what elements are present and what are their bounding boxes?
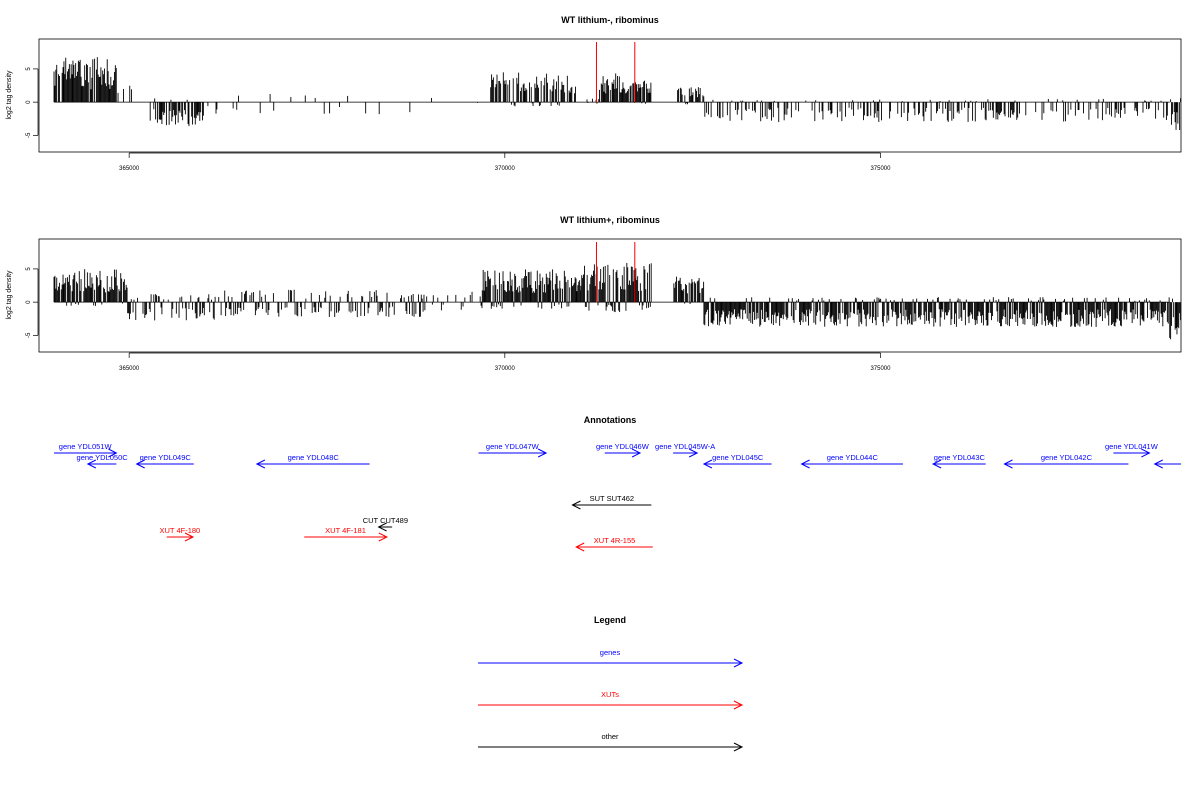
signal-bars: [53, 57, 1181, 131]
annotation-label: gene YDL047W: [486, 442, 540, 451]
annotation-arrow: [673, 448, 699, 458]
legend-arrow: [478, 658, 744, 668]
annotation-label: gene YDL048C: [288, 453, 340, 462]
x-tick-label: 375000: [870, 166, 891, 172]
legend-label: other: [601, 732, 619, 741]
annotation-arrow: [377, 522, 393, 532]
x-tick-label: 365000: [119, 366, 140, 372]
y-axis-label: log2 tag density: [6, 270, 13, 320]
annotation-label: gene YDL050C: [77, 453, 129, 462]
plot-frame: [38, 38, 1182, 153]
annotation-arrow: [1113, 448, 1151, 458]
annotation-arrow: [571, 500, 652, 510]
annotation-arrow: [575, 542, 653, 552]
legend-arrow: [478, 700, 744, 710]
annotation-label: gene YDL046W: [596, 442, 650, 451]
annotation-label: gene YDL041W: [1105, 442, 1159, 451]
y-tick-label: -5: [26, 132, 32, 138]
annotation-arrow: [1153, 459, 1181, 469]
annotations-title: Annotations: [584, 415, 637, 425]
annotation-label: XUT 4F-180: [160, 526, 201, 535]
legend-title: Legend: [594, 615, 626, 625]
annotation-arrow: [702, 459, 772, 469]
marker-lines: [595, 42, 636, 103]
marker-lines: [595, 242, 636, 303]
annotation-arrow: [800, 459, 904, 469]
panel-title: WT lithium-, ribominus: [561, 15, 659, 25]
annotation-label: gene YDL045C: [712, 453, 764, 462]
x-tick-label: 375000: [870, 366, 891, 372]
annotation-label: gene YDL043C: [934, 453, 986, 462]
annotation-label: XUT 4R-155: [594, 536, 636, 545]
annotation-arrow: [604, 448, 642, 458]
legend-items: genes XUTs other: [478, 648, 744, 752]
annotation-label: gene YDL042C: [1041, 453, 1093, 462]
legend-label: genes: [600, 648, 621, 657]
y-tick-label: 5: [26, 267, 32, 271]
axes: -5 0 5 365000 370000 375000: [26, 67, 891, 172]
x-tick-label: 370000: [495, 366, 516, 372]
legend-arrow: [478, 742, 744, 752]
annotation-label: CUT CUT489: [363, 516, 408, 525]
annotation-label: gene YDL045W-A: [655, 442, 715, 451]
y-tick-label: -5: [26, 332, 32, 338]
annotation-label: gene YDL051W: [59, 442, 113, 451]
x-tick-label: 370000: [495, 166, 516, 172]
x-tick-label: 365000: [119, 166, 140, 172]
annotation-label: XUT 4F-181: [325, 526, 366, 535]
axes: -5 0 5 365000 370000 375000: [26, 267, 891, 372]
y-tick-label: 0: [26, 300, 32, 304]
annotation-features: gene YDL051W gene YDL050C gene YDL049C gene…: [54, 442, 1181, 552]
plot-frame: [38, 238, 1182, 353]
track-panel-lithium-minus: WT lithium-, ribominus log2 tag density …: [6, 15, 1182, 172]
y-tick-label: 5: [26, 67, 32, 71]
annotation-label: gene YDL044C: [827, 453, 879, 462]
annotation-label: SUT SUT462: [590, 494, 634, 503]
annotation-arrow: [135, 459, 194, 469]
annotation-label: gene YDL049C: [140, 453, 192, 462]
annotation-arrow: [255, 459, 370, 469]
track-panel-lithium-plus: WT lithium+, ribominus log2 tag density …: [6, 215, 1182, 372]
y-tick-label: 0: [26, 100, 32, 104]
panel-title: WT lithium+, ribominus: [560, 215, 660, 225]
annotation-arrow: [54, 448, 118, 458]
annotation-arrow: [1003, 459, 1129, 469]
annotation-arrow: [478, 448, 548, 458]
annotation-arrow: [86, 459, 117, 469]
annotation-arrow: [304, 532, 388, 542]
legend: Legend genes XUTs other: [478, 615, 744, 752]
legend-label: XUTs: [601, 690, 619, 699]
annotation-arrow: [166, 532, 195, 542]
signal-bars: [53, 262, 1181, 340]
y-axis-label: log2 tag density: [6, 70, 13, 120]
annotation-arrow: [931, 459, 986, 469]
